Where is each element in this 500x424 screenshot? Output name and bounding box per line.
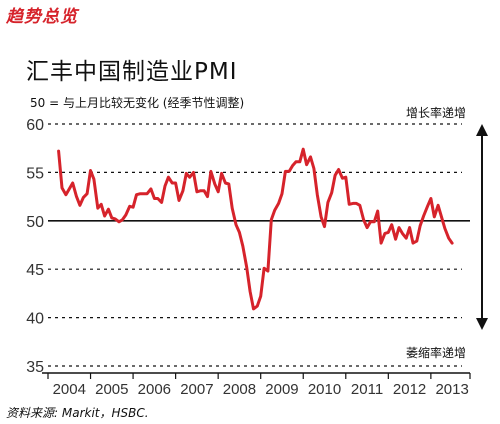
x-tick-label: 2012 <box>393 381 426 398</box>
y-tick-label: 35 <box>26 359 44 376</box>
x-tick-label: 2008 <box>223 381 256 398</box>
y-tick-label: 45 <box>26 262 44 279</box>
y-tick-label: 50 <box>26 214 44 231</box>
y-tick-label: 40 <box>26 311 44 328</box>
up-arrow-label: 增长率递增 <box>405 106 466 120</box>
section-header-tag: 趋势总览 <box>6 7 78 27</box>
x-tick-label: 2004 <box>53 381 86 398</box>
source-note: 资料来源: Markit，HSBC. <box>6 406 149 420</box>
x-axis-ticks: 2004 2005 2006 2007 2008 2009 2010 2011 2012 2013 <box>53 381 469 398</box>
x-tick-label: 2009 <box>265 381 298 398</box>
double-arrow-icon <box>476 124 488 330</box>
x-tick-label: 2011 <box>351 381 383 398</box>
y-tick-label: 60 <box>26 117 44 134</box>
chart-subtitle: 50 = 与上月比较无变化 (经季节性调整) <box>30 96 245 110</box>
x-tick-label: 2006 <box>138 381 171 398</box>
x-tick-label: 2007 <box>180 381 213 398</box>
y-axis-ticks: 35 40 45 50 55 60 <box>26 117 44 376</box>
x-tick-label: 2005 <box>95 381 128 398</box>
series-line <box>57 147 454 311</box>
chart-title: 汇丰中国制造业PMI <box>26 59 238 85</box>
arrow-head-up <box>476 124 488 136</box>
x-tick-label: 2010 <box>308 381 341 398</box>
down-arrow-label: 萎缩率递增 <box>405 346 466 360</box>
x-tick-label: 2013 <box>435 381 468 398</box>
y-tick-label: 55 <box>26 165 44 182</box>
grid-lines <box>48 123 470 367</box>
series-group <box>57 147 454 311</box>
arrow-head-down <box>476 318 488 330</box>
x-axis <box>42 372 471 379</box>
